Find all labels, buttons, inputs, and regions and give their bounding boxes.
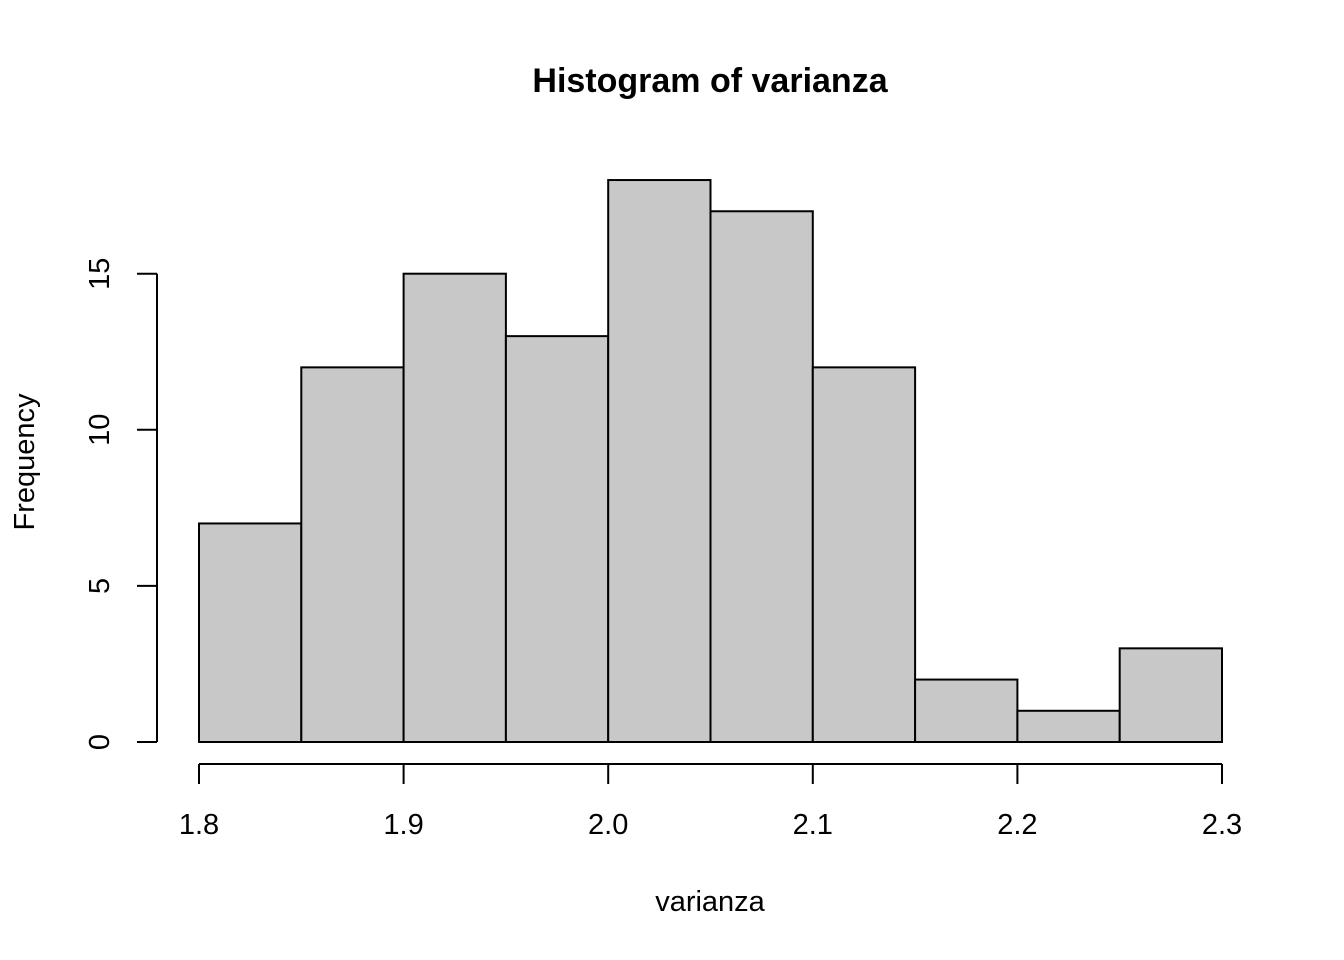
histogram-bar-1 [300, 366, 405, 743]
y-tick-label-0: 0 [84, 734, 116, 750]
x-tick-label-0: 1.8 [179, 809, 219, 841]
y-axis: 0 5 10 15 [84, 258, 158, 750]
x-tick-label-1: 1.9 [383, 809, 423, 841]
x-axis-label: varianza [655, 886, 765, 918]
y-tick-label-3: 15 [84, 258, 116, 290]
y-tick-label-2: 10 [84, 414, 116, 446]
histogram-bar-8 [1016, 709, 1121, 744]
histogram-bar-9 [1118, 647, 1223, 744]
bars-group [198, 179, 1223, 744]
histogram-bar-4 [607, 179, 712, 744]
histogram-bar-5 [709, 210, 814, 743]
x-axis: 1.8 1.9 2.0 2.1 2.2 2.3 [179, 763, 1242, 841]
chart-title: Histogram of varianza [532, 62, 888, 100]
histogram-bar-0 [198, 522, 303, 744]
y-tick-label-1: 5 [84, 578, 116, 594]
x-tick-label-3: 2.1 [793, 809, 833, 841]
histogram-bar-7 [914, 678, 1019, 743]
y-axis-label: Frequency [9, 393, 41, 531]
histogram-bar-6 [811, 366, 917, 743]
histogram-bar-3 [504, 335, 610, 743]
x-tick-label-4: 2.2 [997, 809, 1037, 841]
histogram-bar-2 [402, 272, 507, 743]
x-tick-label-2: 2.0 [588, 809, 628, 841]
x-tick-label-5: 2.3 [1202, 809, 1242, 841]
